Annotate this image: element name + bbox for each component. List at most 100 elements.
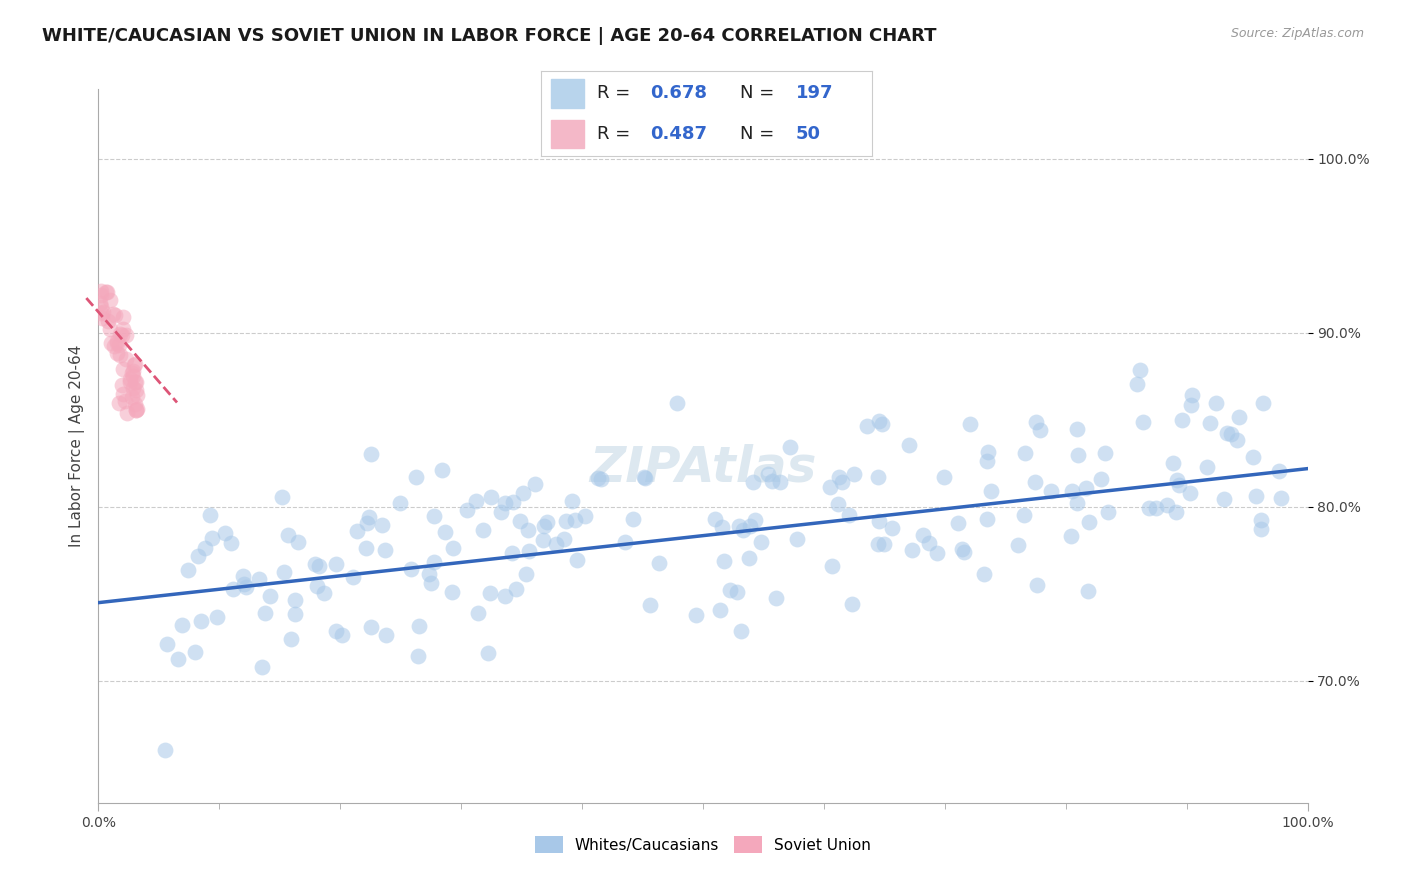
Point	[98, 293, 121, 307]
Point	[471, 523, 494, 537]
Point	[232, 577, 254, 591]
Text: R =: R =	[598, 125, 637, 143]
Point	[104, 309, 127, 323]
Point	[124, 375, 146, 389]
Point	[1166, 473, 1188, 487]
Point	[737, 551, 759, 566]
Point	[122, 368, 145, 383]
Point	[200, 508, 222, 523]
Point	[505, 582, 527, 596]
Point	[565, 552, 588, 566]
Point	[156, 637, 179, 651]
Point	[561, 493, 583, 508]
Point	[194, 541, 217, 556]
Text: ZIPAtlas: ZIPAtlas	[589, 443, 817, 491]
Point	[90, 284, 112, 298]
Point	[249, 572, 271, 586]
Point	[121, 390, 143, 404]
Point	[418, 566, 440, 581]
Point	[523, 477, 546, 491]
Point	[105, 336, 128, 351]
Point	[125, 376, 148, 390]
Point	[120, 372, 142, 386]
Point	[841, 597, 863, 611]
Point	[1212, 491, 1234, 506]
Point	[125, 383, 148, 397]
Point	[512, 486, 534, 500]
Point	[1024, 415, 1046, 429]
Point	[1029, 423, 1052, 437]
Point	[108, 327, 131, 342]
Point	[828, 470, 851, 484]
Point	[868, 414, 890, 428]
Point	[1126, 376, 1149, 391]
Point	[1024, 475, 1046, 490]
Point	[1180, 485, 1202, 500]
Point	[827, 497, 849, 511]
Point	[918, 536, 941, 550]
Point	[405, 470, 427, 484]
Point	[494, 496, 516, 510]
Point	[638, 599, 661, 613]
Point	[346, 524, 368, 538]
Point	[976, 454, 998, 468]
Text: 50: 50	[796, 125, 821, 143]
Point	[509, 514, 531, 528]
Point	[90, 288, 112, 302]
Point	[901, 543, 924, 558]
Point	[779, 440, 801, 454]
Point	[114, 393, 136, 408]
Legend: Whites/Caucasians, Soviet Union: Whites/Caucasians, Soviet Union	[529, 830, 877, 859]
Point	[868, 469, 890, 483]
Point	[831, 475, 853, 490]
Point	[124, 396, 146, 410]
Point	[273, 565, 295, 579]
Point	[555, 514, 578, 528]
Point	[868, 514, 890, 528]
Point	[517, 523, 540, 537]
Point	[308, 558, 330, 573]
Point	[342, 570, 364, 584]
Point	[1163, 456, 1185, 470]
Point	[330, 628, 353, 642]
Point	[870, 417, 893, 431]
Point	[183, 645, 205, 659]
Point	[464, 493, 486, 508]
Point	[1246, 489, 1268, 503]
Point	[1040, 484, 1063, 499]
Point	[201, 531, 224, 545]
Point	[838, 508, 860, 523]
Point	[494, 590, 516, 604]
Point	[108, 338, 131, 352]
Point	[946, 516, 969, 531]
Point	[769, 475, 792, 490]
Y-axis label: In Labor Force | Age 20-64: In Labor Force | Age 20-64	[69, 345, 84, 547]
Point	[1074, 481, 1097, 495]
Point	[280, 632, 302, 646]
Point	[187, 549, 209, 563]
Point	[934, 470, 956, 484]
Point	[738, 518, 761, 533]
Point	[704, 512, 727, 526]
Point	[232, 568, 254, 582]
Point	[456, 503, 478, 517]
Point	[89, 296, 111, 310]
Point	[479, 490, 502, 504]
Point	[728, 518, 751, 533]
Point	[1059, 528, 1081, 542]
Point	[1137, 501, 1160, 516]
Point	[531, 533, 554, 547]
Point	[574, 508, 596, 523]
Point	[866, 537, 889, 551]
Point	[1067, 448, 1090, 462]
Point	[1077, 515, 1099, 529]
Point	[354, 541, 377, 556]
Point	[114, 352, 136, 367]
Point	[253, 606, 276, 620]
Point	[177, 562, 200, 576]
Point	[105, 334, 128, 348]
Point	[621, 512, 644, 526]
Point	[1167, 477, 1189, 491]
Point	[1250, 513, 1272, 527]
Point	[756, 467, 779, 482]
